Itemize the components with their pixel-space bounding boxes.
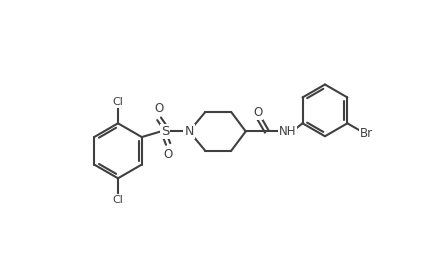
Text: O: O	[154, 102, 164, 115]
Text: O: O	[253, 106, 263, 119]
Text: O: O	[163, 147, 173, 161]
Text: S: S	[161, 125, 169, 138]
Text: Cl: Cl	[112, 195, 124, 205]
Text: Br: Br	[360, 126, 373, 140]
Text: NH: NH	[279, 125, 296, 138]
Text: Cl: Cl	[112, 97, 124, 107]
Text: N: N	[184, 125, 194, 138]
